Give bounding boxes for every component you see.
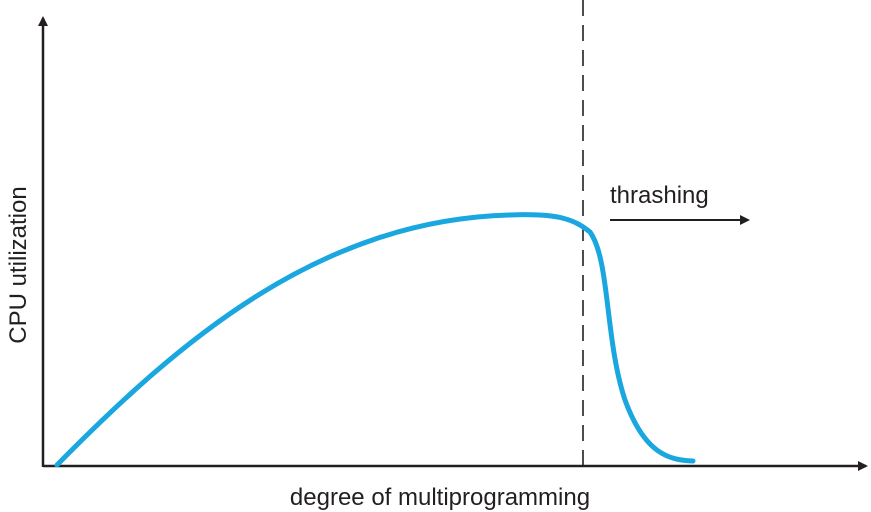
thrashing-label: thrashing	[610, 182, 709, 209]
y-axis-label: CPU utilization	[5, 186, 32, 343]
x-axis-label: degree of multiprogramming	[290, 484, 590, 511]
cpu-utilization-curve	[54, 212, 696, 468]
